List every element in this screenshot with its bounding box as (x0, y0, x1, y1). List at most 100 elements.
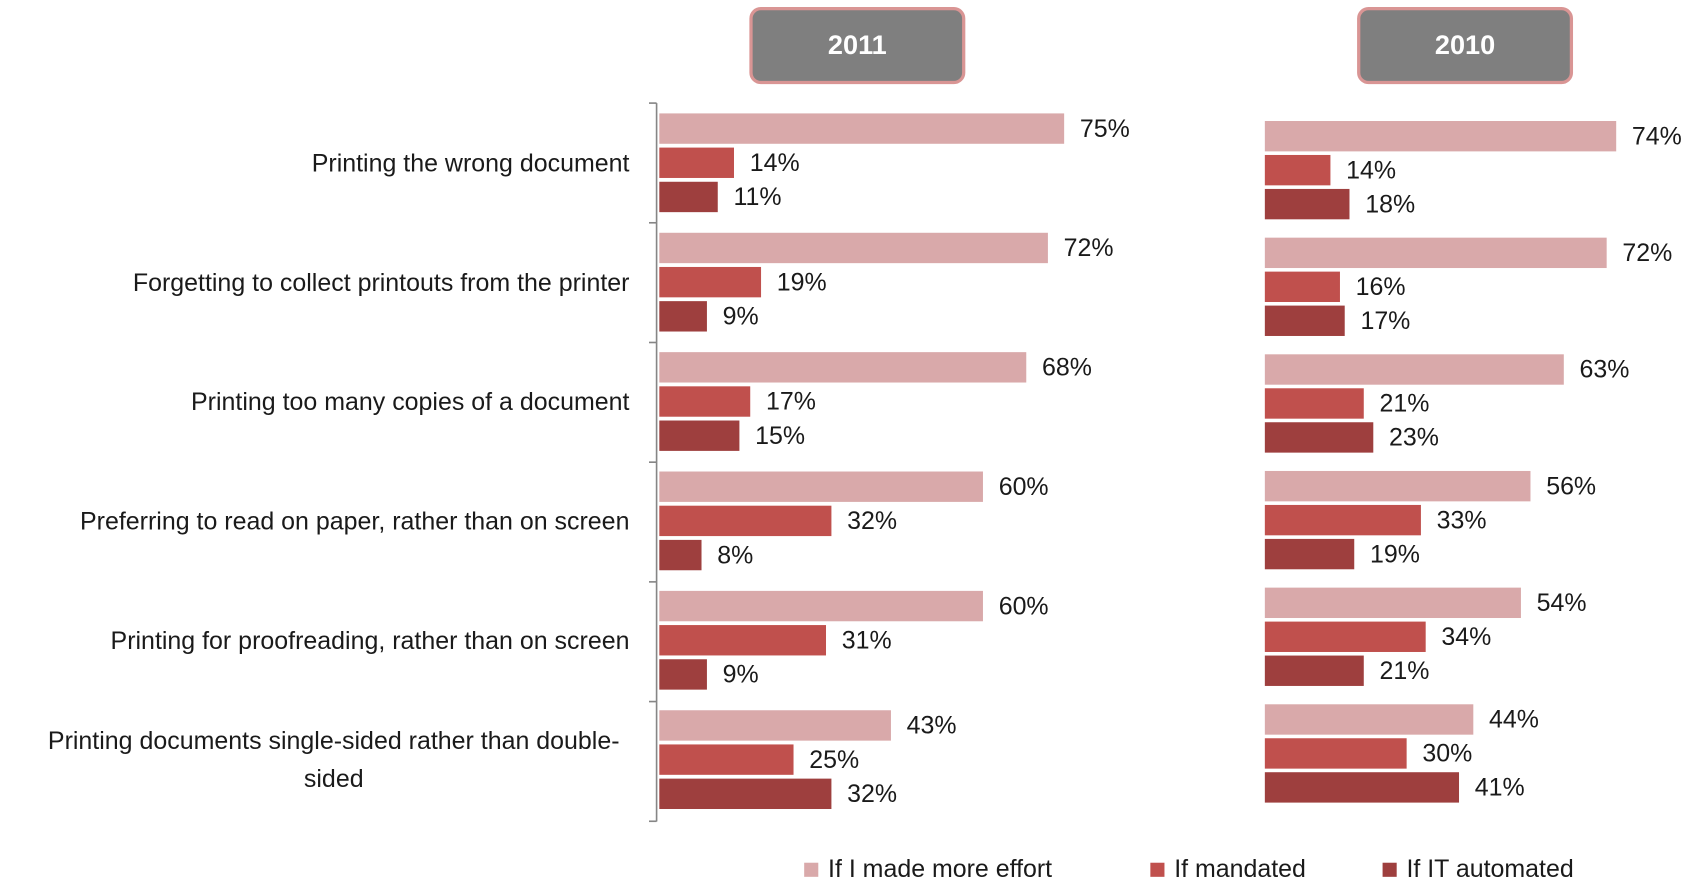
bar (658, 231, 1049, 265)
value-label: 56% (1546, 472, 1596, 500)
category-label: Printing for proofreading, rather than o… (110, 625, 630, 654)
category-label-box: Preferring to read on paper, rather than… (5, 467, 629, 576)
value-label: 14% (750, 149, 800, 177)
bar (1263, 270, 1342, 304)
value-label: 23% (1389, 424, 1439, 452)
value-label: 31% (842, 626, 892, 654)
legend-label: If mandated (1174, 855, 1306, 879)
bar (658, 300, 709, 333)
bar (1263, 469, 1532, 503)
value-label: 32% (847, 780, 897, 808)
chart-title: 2011 (828, 29, 887, 60)
category-label-box: Printing the wrong document (5, 109, 630, 218)
value-label: 19% (777, 268, 827, 296)
value-label: 25% (809, 746, 859, 774)
bar (1263, 620, 1427, 654)
bar (1263, 421, 1375, 454)
legend-label: If I made more effort (828, 855, 1052, 879)
category-label: Printing too many copies of a document (191, 386, 630, 416)
value-label: 16% (1356, 273, 1406, 301)
bar (658, 180, 719, 214)
bar (1263, 119, 1618, 153)
bar (1263, 654, 1365, 688)
category-label: Preferring to read on paper, rather than… (80, 506, 630, 535)
bar (658, 265, 763, 299)
bar (1263, 586, 1523, 620)
title-box (749, 7, 966, 85)
value-label: 21% (1380, 657, 1430, 685)
value-label: 14% (1346, 156, 1396, 184)
bar (658, 351, 1028, 384)
bar (1263, 153, 1332, 187)
bar (1263, 353, 1565, 386)
bar (658, 589, 985, 623)
value-label: 72% (1622, 239, 1672, 267)
legend-label: If IT automated (1406, 855, 1573, 879)
category-label-box: Printing too many copies of a document (5, 347, 629, 456)
category-label-row: Printing documents single-sided rather t… (5, 705, 629, 814)
bar (658, 112, 1066, 145)
value-label: 8% (717, 541, 753, 569)
value-label: 15% (755, 422, 805, 450)
bar (1263, 236, 1608, 270)
value-label: 11% (733, 183, 781, 211)
category-label-row: Printing the wrong document (5, 109, 630, 218)
value-label: 63% (1580, 356, 1630, 384)
value-label: 9% (723, 303, 759, 331)
value-label: 60% (999, 592, 1049, 620)
category-label-box: Printing documents single-sided rather t… (5, 705, 629, 814)
bar (658, 146, 736, 180)
value-label: 17% (1360, 307, 1410, 335)
bar (658, 709, 893, 742)
value-label: 21% (1380, 390, 1430, 418)
bar (658, 623, 828, 657)
category-label-box: Forgetting to collect printouts from the… (5, 228, 630, 337)
category-label: Printing documents single-sided rather t… (47, 725, 620, 793)
bar (1263, 503, 1423, 537)
value-label: 17% (766, 388, 816, 416)
value-label: 72% (1064, 234, 1114, 262)
value-label: 44% (1489, 706, 1539, 734)
legend-swatch (1150, 862, 1165, 877)
value-label: 41% (1475, 774, 1525, 802)
bar (658, 385, 752, 418)
category-label-box: Printing for proofreading, rather than o… (5, 586, 630, 695)
bar (1263, 771, 1461, 804)
value-label: 30% (1422, 740, 1472, 768)
value-label: 32% (847, 507, 897, 535)
value-label: 43% (907, 712, 957, 740)
bar (658, 419, 741, 452)
bar (658, 743, 795, 776)
bar (658, 777, 833, 811)
value-label: 34% (1441, 623, 1491, 651)
category-label-row: Printing too many copies of a document (5, 347, 629, 456)
bar (1263, 387, 1365, 420)
value-label: 9% (723, 661, 759, 689)
bar (1263, 304, 1346, 338)
category-label: Printing the wrong document (311, 148, 630, 177)
value-label: 74% (1632, 122, 1682, 150)
value-label: 19% (1370, 540, 1420, 568)
legend-swatch (1382, 862, 1397, 877)
category-label-row: Preferring to read on paper, rather than… (5, 467, 629, 576)
title-box (1357, 7, 1574, 85)
legend-swatch (804, 862, 819, 877)
bar (658, 538, 703, 572)
value-label: 68% (1042, 354, 1092, 382)
category-label: Forgetting to collect printouts from the… (132, 267, 630, 296)
bar (658, 658, 709, 691)
value-label: 18% (1365, 190, 1415, 218)
value-label: 75% (1080, 115, 1130, 143)
bar (1263, 537, 1356, 571)
bar (1263, 187, 1351, 221)
bar (658, 470, 985, 503)
chart-title: 2010 (1435, 29, 1495, 60)
value-label: 54% (1537, 589, 1587, 617)
bar (658, 504, 833, 538)
category-label-row: Printing for proofreading, rather than o… (5, 586, 630, 695)
value-label: 60% (999, 473, 1049, 501)
bar (1263, 703, 1475, 736)
category-label-row: Forgetting to collect printouts from the… (5, 228, 630, 337)
